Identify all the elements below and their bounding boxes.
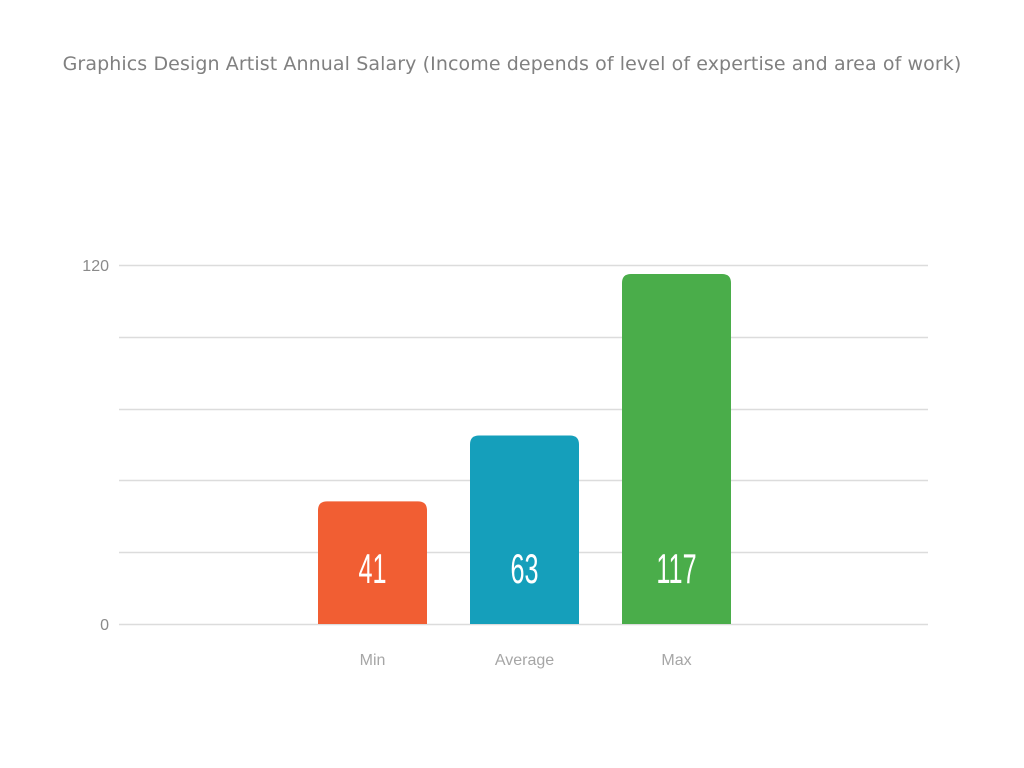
- bar-value-label: 41: [358, 547, 386, 593]
- x-category-label: Average: [495, 652, 554, 669]
- bar-max: [622, 273, 731, 624]
- bar-min: [318, 501, 427, 624]
- x-category-label: Min: [360, 652, 386, 669]
- bar-value-label: 63: [510, 547, 538, 593]
- y-axis-ticks: 0 120: [82, 258, 109, 634]
- y-tick-label: 120: [82, 258, 109, 275]
- x-category-label: Max: [661, 652, 691, 669]
- category-labels: Min Average Max: [360, 652, 692, 669]
- y-tick-label: 0: [100, 617, 109, 634]
- bar-value-label: 117: [656, 547, 696, 593]
- bars: 41 63 117: [318, 273, 731, 624]
- chart-title: Graphics Design Artist Annual Salary (In…: [62, 53, 962, 75]
- bar-average: [470, 435, 579, 624]
